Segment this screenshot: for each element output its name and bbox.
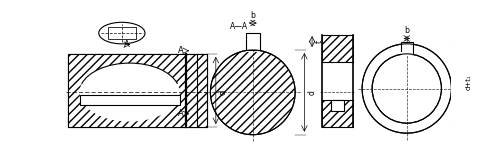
Bar <box>331 100 344 111</box>
Ellipse shape <box>99 22 145 44</box>
Bar <box>246 33 260 50</box>
Text: A: A <box>178 46 184 55</box>
Bar <box>322 35 353 62</box>
Bar <box>68 54 207 127</box>
Text: b: b <box>404 26 409 35</box>
Bar <box>400 42 413 54</box>
Bar <box>68 54 207 127</box>
Text: A: A <box>124 40 130 49</box>
Text: d: d <box>307 90 316 95</box>
Text: t: t <box>315 40 324 43</box>
Text: A—A: A—A <box>230 22 248 31</box>
Circle shape <box>210 50 295 135</box>
Text: b: b <box>250 11 255 20</box>
Bar <box>400 52 413 56</box>
Bar <box>68 54 207 127</box>
Text: d+t₁: d+t₁ <box>465 74 471 90</box>
Bar <box>108 28 136 39</box>
Text: A: A <box>178 109 184 118</box>
Text: d: d <box>218 90 227 95</box>
Ellipse shape <box>79 63 180 122</box>
Circle shape <box>362 44 452 133</box>
Bar <box>246 49 260 52</box>
Circle shape <box>372 54 442 123</box>
Bar <box>322 100 353 127</box>
Bar <box>186 54 197 127</box>
Bar <box>79 95 180 105</box>
